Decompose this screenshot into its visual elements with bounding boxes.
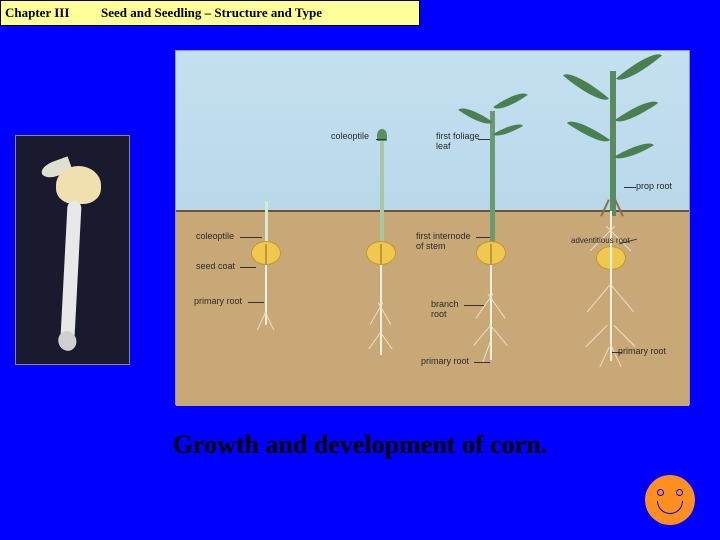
chapter-label: Chapter III	[1, 5, 101, 21]
label-coleoptile: coleoptile	[331, 131, 369, 141]
seed-photo	[15, 135, 130, 365]
growth-diagram: coleoptile first foliageleaf prop root c…	[175, 50, 690, 405]
label-primary-root-1: primary root	[194, 296, 242, 306]
figure-caption: Growth and development of corn.	[0, 430, 720, 460]
label-prop-root: prop root	[636, 181, 672, 191]
label-first-foliage: first foliageleaf	[436, 131, 480, 151]
label-seed-coat: seed coat	[196, 261, 235, 271]
smiley-icon	[645, 475, 695, 525]
label-branch-root: branchroot	[431, 299, 459, 319]
label-primary-root-3: primary root	[618, 346, 666, 356]
header-bar: Chapter III Seed and Seedling – Structur…	[0, 0, 420, 26]
label-coleoptile-2: coleoptile	[196, 231, 234, 241]
label-primary-root-2: primary root	[421, 356, 469, 366]
header-title: Seed and Seedling – Structure and Type	[101, 5, 322, 21]
label-first-internode: first internodeof stem	[416, 231, 471, 251]
